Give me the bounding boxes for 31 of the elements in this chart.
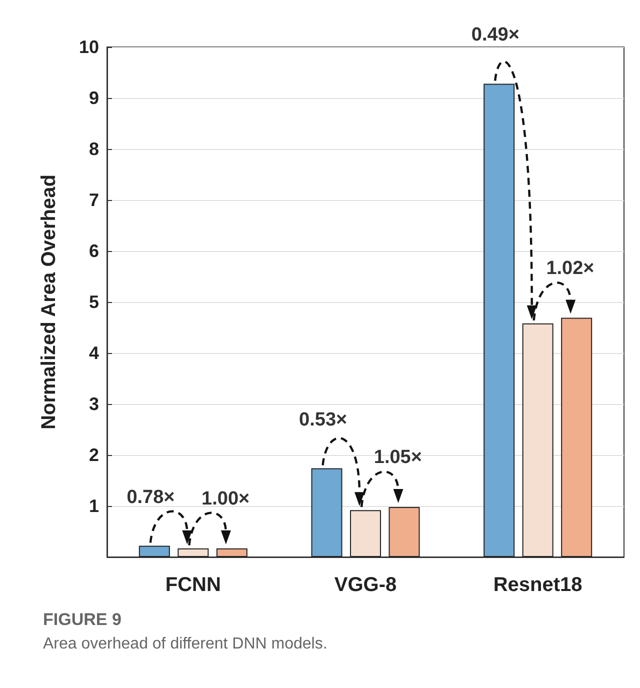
annotation: 1.05× <box>374 447 422 468</box>
bar <box>138 546 170 557</box>
y-tick-label: 5 <box>88 292 99 312</box>
text: 0.49× <box>471 24 520 46</box>
bar <box>350 510 381 557</box>
y-tick-label: 8 <box>88 139 99 159</box>
y-tick-label: 7 <box>88 190 99 210</box>
y-tick-label: 10 <box>78 37 99 57</box>
y-tick-label: 3 <box>88 394 99 414</box>
y-tick-label: 4 <box>88 343 99 363</box>
bar <box>216 548 248 557</box>
y-tick-label: 2 <box>88 445 99 465</box>
bar <box>561 318 592 557</box>
annotation: 0.78× <box>126 486 175 508</box>
bar <box>311 468 342 557</box>
annotation: 0.53× <box>299 409 348 430</box>
y-tick-label: 9 <box>88 88 99 108</box>
x-tick-label: VGG-8 <box>334 574 397 596</box>
x-tick-label: FCNN <box>165 574 221 596</box>
bar <box>388 507 420 557</box>
y-tick-label: 1 <box>88 496 99 516</box>
bar <box>484 84 515 557</box>
y-axis-title: Normalized Area Overhead <box>38 174 60 430</box>
annotation: 1.02× <box>546 258 594 279</box>
bar <box>522 323 554 557</box>
text: Area overhead of different DNN models. <box>43 636 328 652</box>
annotation: 1.00× <box>202 488 250 510</box>
text: FIGURE 9 <box>43 610 122 629</box>
bar <box>178 548 209 557</box>
y-tick-label: 6 <box>88 241 99 261</box>
x-tick-label: Resnet18 <box>493 574 582 596</box>
